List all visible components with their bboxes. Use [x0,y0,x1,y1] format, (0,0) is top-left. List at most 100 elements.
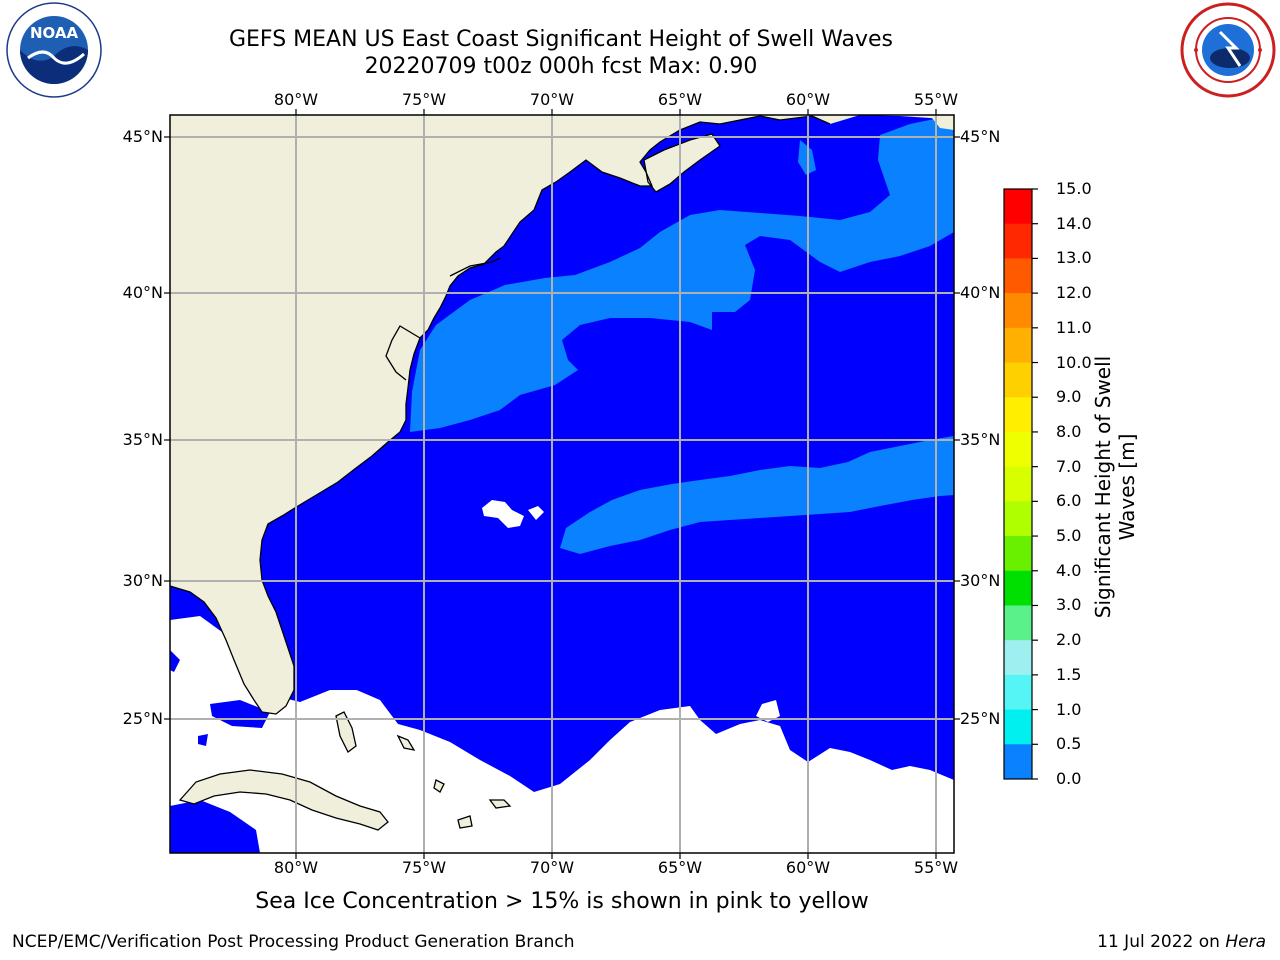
land-nova-scotia [644,134,720,192]
lon-tick-label: 70°W [529,858,575,877]
swell-patch-south-3 [170,650,180,672]
colorbar-tick-label: 0.0 [1056,769,1082,788]
map-gridlines [170,115,954,853]
island-bahamas-5 [433,779,445,793]
swell-patch-south-1 [170,800,260,853]
lon-tick-label: 70°W [529,90,575,109]
colorbar-tick-label: 8.0 [1056,421,1082,441]
nws-logo-icon [1180,2,1276,98]
colorbar-segment [1004,709,1032,745]
colorbar-segment [1004,744,1032,780]
colorbar-tick-label: 4.0 [1056,560,1082,580]
lat-tick-label: 35°N [122,430,163,449]
island-bahamas-1 [335,711,357,753]
lat-tick-label: 25°N [960,709,1001,728]
coastline-long-island [449,257,501,277]
colorbar-tick-label: 0.5 [1056,734,1082,754]
colorbar-segment [1004,570,1032,606]
lat-tick-label: 45°N [960,127,1001,146]
lat-tick-label: 40°N [122,283,163,302]
noaa-logo-icon: NOAA [6,2,102,98]
colorbar-segment [1004,327,1032,364]
footer-date: 11 Jul 2022 on Hera [1097,932,1266,952]
colorbar-segment [1004,431,1032,468]
no-data-patch-3 [756,700,780,722]
noaa-text: NOAA [30,24,79,42]
colorbar-segment [1004,258,1032,294]
coastline-cuba [178,769,389,831]
lat-tick-label: 35°N [960,430,1001,449]
colorbar-segment [1004,640,1032,676]
lat-tick-label: 45°N [122,127,163,146]
colorbar-tick-label: 11.0 [1056,317,1092,337]
colorbar-segment [1004,397,1032,433]
lon-tick-label: 55°W [913,858,959,877]
colorbar-tick-label: 10.0 [1056,352,1092,372]
lon-tick-label: 65°W [657,90,703,109]
colorbar-segment [1004,189,1032,225]
coastline-chesapeake [385,325,421,381]
colorbar-tick-label: 5.0 [1056,526,1082,546]
lon-tick-label: 80°W [273,858,319,877]
lat-tick-label: 40°N [960,283,1001,302]
lon-tick-label: 75°W [401,90,447,109]
colorbar-segment [1004,466,1032,502]
lat-tick-label: 30°N [960,571,1001,590]
colorbar-tick-label: 14.0 [1056,213,1092,233]
colorbar-segment [1004,605,1032,641]
swell-patch-south-4 [320,676,362,690]
lon-tick-label: 55°W [913,90,959,109]
lon-tick-label: 75°W [401,858,447,877]
colorbar-tick-label: 3.0 [1056,595,1082,615]
land-north-america [170,115,954,714]
colorbar-segment [1004,223,1032,259]
map-area [170,115,954,853]
colorbar-segment [1004,674,1032,711]
map-frame [169,114,955,854]
chart-title: GEFS MEAN US East Coast Significant Heig… [170,26,952,80]
colorbar-tick-label: 6.0 [1056,491,1082,511]
sea-ice-caption: Sea Ice Concentration > 15% is shown in … [255,889,869,914]
colorbar-segment [1004,501,1032,537]
colorbar-tick-label: 1.0 [1056,699,1082,719]
no-data-region-south [170,616,954,853]
colorbar-tick-label: 12.0 [1056,283,1092,303]
colorbar-segment [1004,293,1032,329]
swell-patch-south-5 [198,734,208,746]
colorbar-tick-label: 1.5 [1056,664,1082,684]
colorbar-tick-label: 2.0 [1056,630,1082,650]
map-frame-ticks [164,109,960,859]
swell-region-mid-east [560,436,954,554]
no-data-patch-2 [528,506,544,520]
lon-tick-label: 60°W [785,858,831,877]
colorbar-tick-label: 7.0 [1056,456,1082,476]
colorbar-tick-label: 13.0 [1056,248,1092,268]
colorbar-title: Significant Height of Swell Waves [m] [1091,355,1139,619]
colorbar-frame [1003,188,1033,780]
title-line-2: 20220709 t00z 000h fcst Max: 0.90 [364,54,758,79]
colorbar-segment [1004,536,1032,572]
land-islands-ne [932,115,954,130]
no-data-patch-1 [482,500,524,528]
island-bahamas-4 [488,799,512,809]
colorbar-tick-label: 9.0 [1056,387,1082,407]
footer-host: Hera [1225,932,1266,952]
swell-region-mid-north [410,115,954,432]
coastline-nova-scotia [643,133,721,193]
lon-tick-label: 65°W [657,858,703,877]
lat-tick-label: 30°N [122,571,163,590]
island-bahamas-3 [457,815,473,829]
swell-patch-south-2 [210,700,270,728]
colorbar-tick-label: 15.0 [1056,179,1092,198]
lon-tick-label: 80°W [273,90,319,109]
colorbar [1003,188,1038,780]
title-line-1: GEFS MEAN US East Coast Significant Heig… [228,27,894,52]
footer-branch: NCEP/EMC/Verification Post Processing Pr… [12,932,575,952]
lon-tick-label: 60°W [785,90,831,109]
colorbar-segment [1004,362,1032,398]
footer-date-text: 11 Jul 2022 on [1097,932,1226,952]
island-bahamas-2 [396,734,416,751]
lat-tick-label: 25°N [122,709,163,728]
land-cuba [180,770,388,830]
